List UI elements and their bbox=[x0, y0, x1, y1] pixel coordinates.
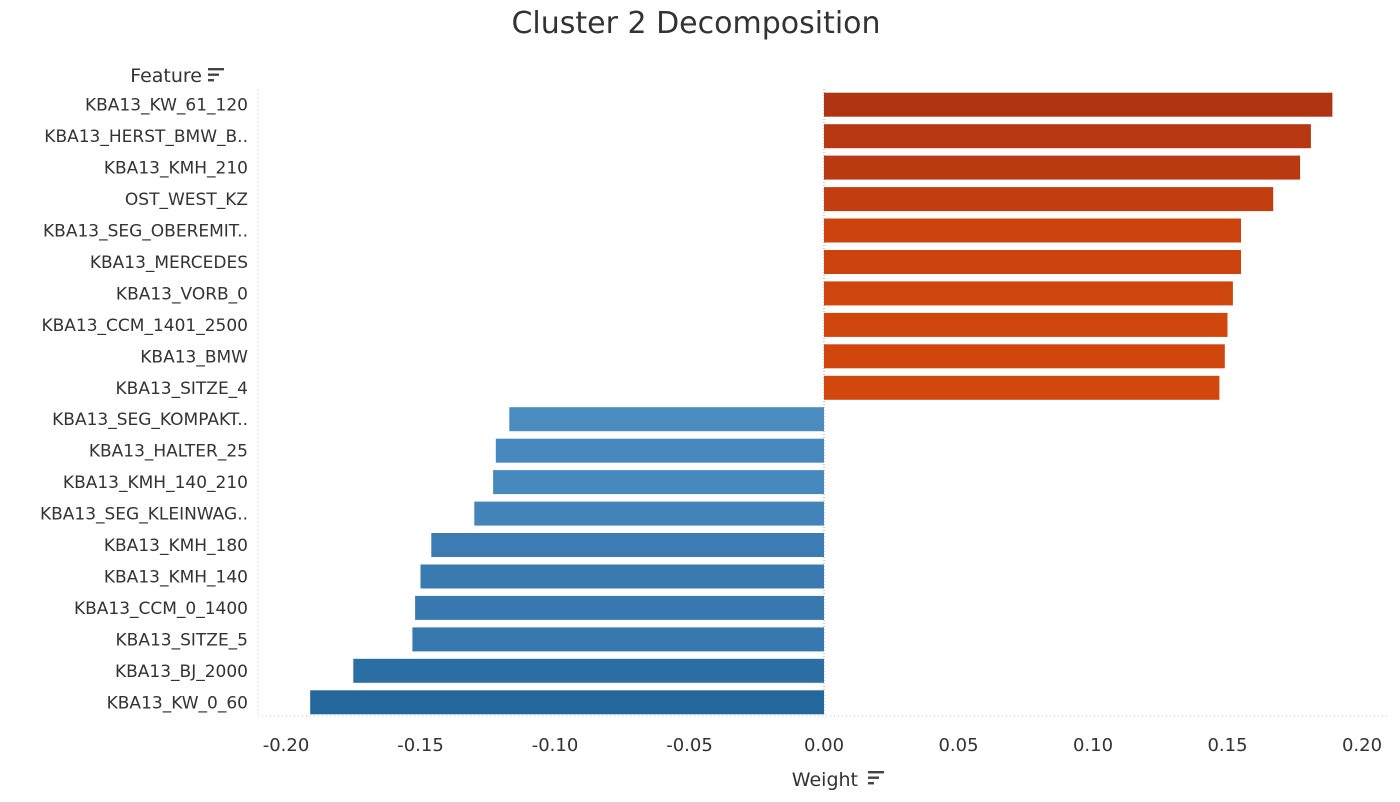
y-axis-title: Feature bbox=[130, 65, 202, 87]
category-label: KBA13_KW_61_120 bbox=[85, 96, 248, 116]
x-tick-label: -0.15 bbox=[397, 735, 444, 756]
category-label: KBA13_KMH_140 bbox=[104, 568, 248, 588]
category-label: KBA13_SEG_KOMPAKT.. bbox=[52, 410, 248, 430]
bar[interactable] bbox=[824, 250, 1241, 274]
x-axis-title: Weight bbox=[792, 769, 858, 791]
bar[interactable] bbox=[824, 281, 1233, 306]
x-tick-label: -0.20 bbox=[263, 735, 310, 756]
category-label: KBA13_KMH_140_210 bbox=[63, 473, 248, 493]
category-label: KBA13_KW_0_60 bbox=[107, 693, 248, 713]
bar[interactable] bbox=[420, 564, 825, 589]
x-tick-label: 0.05 bbox=[938, 735, 978, 756]
category-label: KBA13_HALTER_25 bbox=[89, 442, 248, 462]
category-label: KBA13_MERCEDES bbox=[90, 253, 248, 273]
bar[interactable] bbox=[431, 533, 824, 557]
bar[interactable] bbox=[824, 312, 1228, 337]
x-tick-label: -0.05 bbox=[666, 735, 713, 756]
x-tick-label: -0.10 bbox=[532, 735, 579, 756]
category-label: KBA13_KMH_210 bbox=[104, 159, 248, 179]
category-label: KBA13_CCM_0_1400 bbox=[74, 599, 248, 619]
bar[interactable] bbox=[824, 344, 1225, 369]
y-axis-title-group[interactable]: Feature bbox=[130, 65, 224, 87]
bar[interactable] bbox=[509, 407, 824, 432]
bar[interactable] bbox=[495, 438, 824, 463]
category-label: OST_WEST_KZ bbox=[125, 190, 248, 210]
bar[interactable] bbox=[493, 470, 824, 495]
bar[interactable] bbox=[310, 690, 824, 715]
x-tick-label: 0.00 bbox=[804, 735, 844, 756]
x-tick-label: 0.15 bbox=[1207, 735, 1247, 756]
bar[interactable] bbox=[824, 218, 1241, 243]
x-tick-label: 0.20 bbox=[1342, 735, 1382, 756]
bar[interactable] bbox=[474, 501, 824, 526]
bar[interactable] bbox=[824, 375, 1220, 400]
bar[interactable] bbox=[824, 187, 1274, 212]
category-label: KBA13_KMH_180 bbox=[104, 536, 248, 556]
bar[interactable] bbox=[824, 92, 1333, 117]
category-label: KBA13_BMW bbox=[140, 347, 248, 367]
bar[interactable] bbox=[824, 124, 1311, 149]
x-tick-label: 0.10 bbox=[1073, 735, 1113, 756]
category-label: KBA13_SITZE_5 bbox=[116, 630, 248, 650]
category-label: KBA13_CCM_1401_2500 bbox=[41, 316, 248, 336]
category-label: KBA13_VORB_0 bbox=[116, 284, 248, 304]
y-sort-icon[interactable] bbox=[208, 68, 224, 82]
category-label: KBA13_BJ_2000 bbox=[115, 662, 248, 682]
category-label: KBA13_SEG_OBEREMIT.. bbox=[43, 222, 248, 242]
bar[interactable] bbox=[412, 627, 824, 652]
category-label: KBA13_HERST_BMW_B.. bbox=[44, 127, 248, 147]
category-label: KBA13_SEG_KLEINWAG.. bbox=[40, 505, 248, 525]
category-label: KBA13_SITZE_4 bbox=[116, 379, 248, 399]
bar[interactable] bbox=[353, 658, 824, 683]
x-axis-title-group[interactable]: Weight bbox=[792, 769, 884, 791]
chart-title: Cluster 2 Decomposition bbox=[511, 6, 880, 41]
x-sort-icon[interactable] bbox=[868, 771, 884, 785]
bar[interactable] bbox=[415, 595, 824, 620]
bar[interactable] bbox=[824, 155, 1301, 180]
plot-area: KBA13_KW_61_120 KBA13_HERST_BMW_B.. KBA13_… bbox=[40, 89, 1388, 756]
